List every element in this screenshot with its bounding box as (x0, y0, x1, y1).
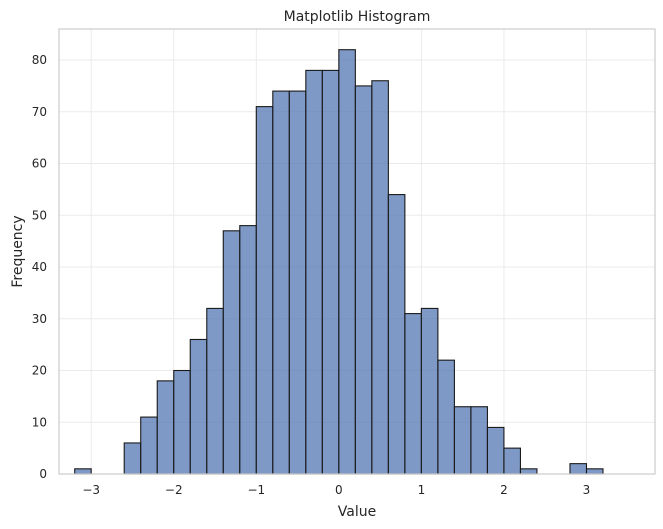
histogram-bar (371, 80, 389, 475)
chart-title: Matplotlib Histogram (284, 9, 431, 25)
histogram-bar (569, 463, 588, 475)
histogram-bar (239, 225, 257, 475)
x-tick-label: 0 (335, 483, 343, 497)
histogram-bar (354, 85, 373, 475)
x-tick-label: −1 (247, 483, 265, 497)
histogram-bar (74, 468, 92, 475)
histogram-bar (305, 69, 323, 475)
histogram-bar (387, 194, 406, 475)
y-tick-label: 20 (32, 364, 47, 378)
histogram-bar (585, 468, 604, 475)
y-tick-label: 40 (32, 260, 47, 274)
histogram-bar (420, 307, 439, 475)
x-axis-ticks: −3 −2 −1 0 1 2 3 (82, 483, 590, 497)
y-axis-ticks: 0 10 20 30 40 50 60 70 80 (32, 53, 47, 481)
histogram-bar (338, 49, 356, 475)
histogram-bar (255, 106, 274, 475)
x-axis-label: Value (338, 504, 376, 520)
x-tick-label: −2 (165, 483, 183, 497)
histogram-bar (519, 468, 538, 475)
histogram-bar (206, 307, 224, 475)
y-tick-label: 70 (32, 105, 47, 119)
x-tick-label: 2 (500, 483, 508, 497)
histogram-bar (140, 416, 158, 475)
histogram-bar (321, 69, 340, 475)
x-tick-label: 3 (583, 483, 591, 497)
histogram-bar (503, 447, 521, 475)
y-tick-label: 0 (39, 467, 47, 481)
y-tick-label: 30 (32, 312, 47, 326)
plot-frame (58, 28, 656, 475)
y-tick-label: 10 (32, 415, 47, 429)
y-axis-label: Frequency (10, 215, 26, 287)
histogram-bar (173, 369, 191, 475)
histogram-bar (189, 338, 208, 475)
histogram-bar (156, 380, 175, 475)
y-tick-label: 80 (32, 53, 47, 67)
histogram-bar (486, 426, 505, 475)
x-tick-label: −3 (82, 483, 100, 497)
histogram-bar (123, 442, 142, 475)
histogram-bar (470, 406, 488, 475)
histogram-bar (272, 90, 290, 475)
y-tick-label: 50 (32, 208, 47, 222)
histogram-bar (404, 313, 422, 475)
histogram-bar (437, 359, 455, 475)
histogram-bar (222, 230, 241, 475)
x-tick-label: 1 (418, 483, 426, 497)
histogram-bar (288, 90, 307, 475)
y-tick-label: 60 (32, 157, 47, 171)
histogram-bar (453, 406, 472, 475)
